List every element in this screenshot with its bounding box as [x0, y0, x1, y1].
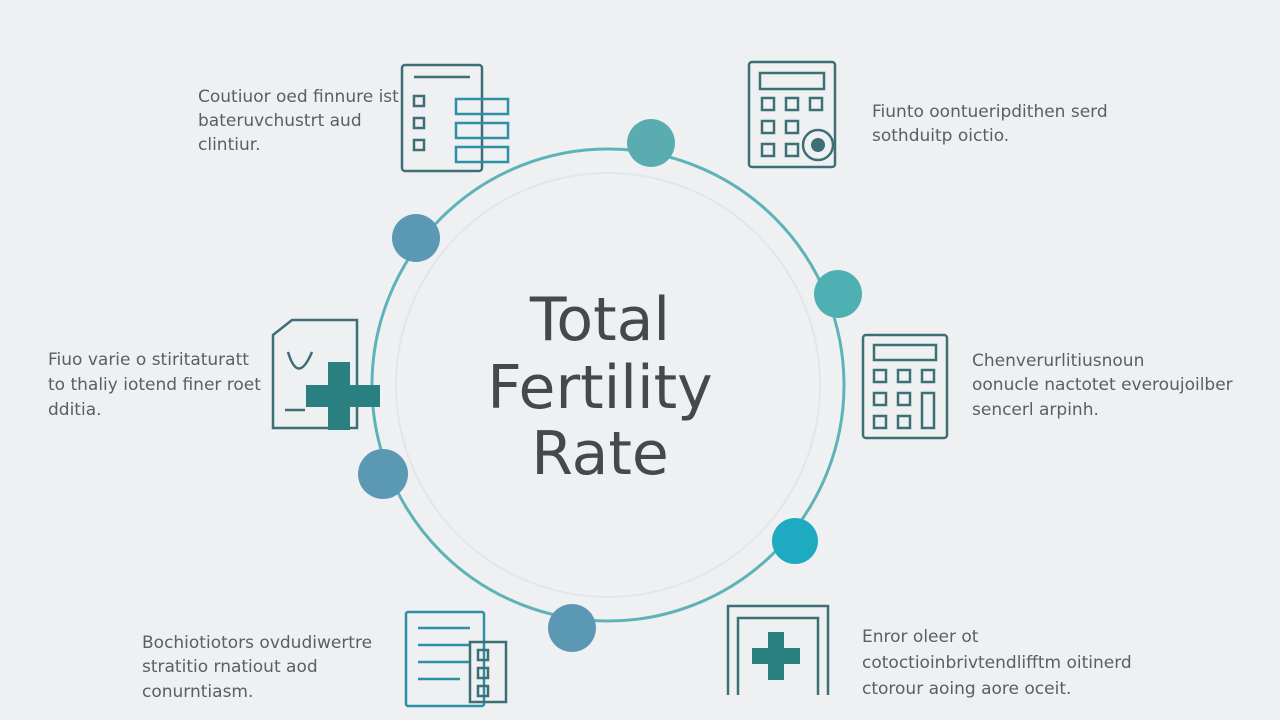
text-block: Coutiuor oed finnure ist bateruvchustrt … [198, 87, 399, 155]
text-line: cotoctioinbrivtendlifftm oitinerd [862, 653, 1132, 673]
text-line: dditia. [48, 400, 102, 420]
text-block: Fiuo varie o stiritaturatt to thaliy iot… [48, 350, 261, 420]
calculator-icon [861, 333, 949, 440]
text-line: stratitio rnatiout aod [142, 657, 318, 677]
medical-box-icon [726, 604, 830, 695]
text-line: conurntiasm. [142, 682, 253, 702]
text-line: oonucle nactotet everoujoilber [972, 375, 1233, 395]
documents-icon [404, 610, 508, 708]
text-line: Enror oleer ot [862, 627, 979, 647]
title-line: Total [529, 285, 670, 355]
inner-ring [395, 172, 821, 598]
text-block: Enror oleer ot cotoctioinbrivtendlifftm … [862, 627, 1132, 699]
node-dot [772, 518, 818, 564]
node-dot [814, 270, 862, 318]
checklist-icon [400, 63, 510, 173]
text-line: sothduitp oictio. [872, 126, 1009, 146]
node-dot [548, 604, 596, 652]
text-line: Fiuo varie o stiritaturatt [48, 350, 249, 370]
text-line: sencerl arpinh. [972, 400, 1099, 420]
text-line: Bochiotiotors ovdudiwertre [142, 633, 372, 653]
text-block: Bochiotiotors ovdudiwertre stratitio rna… [142, 633, 372, 702]
calculator-icon [747, 60, 837, 169]
text-line: ctorour aoing aore oceit. [862, 679, 1071, 699]
medical-document-icon [271, 318, 380, 430]
title-line: Fertility [487, 353, 712, 423]
node-dot [392, 214, 440, 262]
text-line: Fiunto oontueripdithen serd [872, 102, 1108, 122]
text-line: to thaliy iotend finer roet [48, 375, 261, 395]
title-line: Rate [531, 419, 669, 489]
text-line: Chenverurlitiusnoun [972, 351, 1144, 371]
text-line: bateruvchustrt aud [198, 111, 362, 131]
node-dot [358, 449, 408, 499]
text-block: Fiunto oontueripdithen serd sothduitp oi… [872, 102, 1108, 146]
text-block: Chenverurlitiusnoun oonucle nactotet eve… [972, 351, 1233, 420]
text-line: clintiur. [198, 135, 261, 155]
text-line: Coutiuor oed finnure ist [198, 87, 399, 107]
node-dot [627, 119, 675, 167]
